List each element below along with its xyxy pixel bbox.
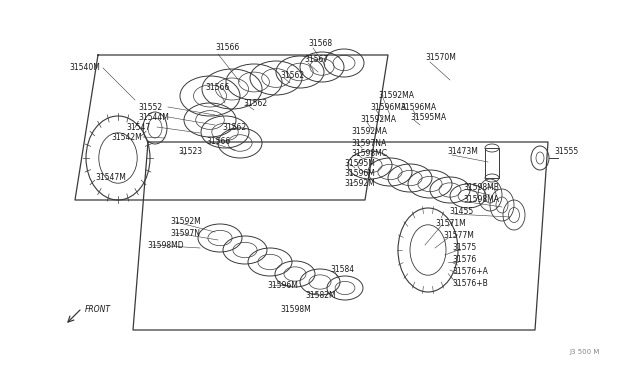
Text: 31571M: 31571M (435, 219, 466, 228)
Text: 31544M: 31544M (138, 112, 169, 122)
Text: 31523: 31523 (178, 148, 202, 157)
Text: 31547M: 31547M (95, 173, 126, 183)
Text: 31555: 31555 (554, 148, 579, 157)
Text: 31596M: 31596M (267, 280, 298, 289)
Text: 31576+A: 31576+A (452, 267, 488, 276)
Text: 31562: 31562 (243, 99, 267, 108)
Text: 31570M: 31570M (425, 54, 456, 62)
Text: 31552: 31552 (138, 103, 162, 112)
Text: 31575: 31575 (452, 244, 476, 253)
Text: 31592MA: 31592MA (360, 115, 396, 125)
Text: J3 500 M: J3 500 M (570, 349, 600, 355)
Text: 31595MA: 31595MA (410, 112, 446, 122)
Bar (485, 148, 499, 178)
Text: 31597NA: 31597NA (351, 138, 387, 148)
Text: 31595M: 31595M (344, 158, 375, 167)
Text: 31596M: 31596M (344, 169, 375, 177)
Text: 31598MD: 31598MD (147, 241, 184, 250)
Text: 31592MA: 31592MA (378, 90, 414, 99)
Text: 31566: 31566 (206, 138, 230, 147)
Text: 31473M: 31473M (447, 148, 478, 157)
Text: 31584: 31584 (330, 266, 354, 275)
Text: 31592MA: 31592MA (351, 128, 387, 137)
Text: 31562: 31562 (222, 124, 246, 132)
Text: 31598MB: 31598MB (463, 183, 499, 192)
Text: 31576+B: 31576+B (452, 279, 488, 289)
Text: 31596MA: 31596MA (400, 103, 436, 112)
Text: 31455: 31455 (449, 208, 473, 217)
Text: 31547: 31547 (126, 122, 150, 131)
Text: 31596MA: 31596MA (370, 103, 406, 112)
Text: 31542M: 31542M (111, 132, 141, 141)
Text: 31567: 31567 (304, 55, 328, 64)
Text: 31592M: 31592M (344, 179, 375, 187)
Text: 31592M: 31592M (170, 218, 201, 227)
Text: 31562: 31562 (280, 71, 304, 80)
Text: 31540M: 31540M (69, 64, 100, 73)
Text: 31582M: 31582M (305, 291, 335, 299)
Text: FRONT: FRONT (85, 305, 111, 314)
Text: 31577M: 31577M (443, 231, 474, 241)
Text: 31576: 31576 (452, 256, 476, 264)
Text: 31598M: 31598M (280, 305, 311, 314)
Text: 31566: 31566 (205, 83, 229, 92)
Text: 31566: 31566 (215, 44, 239, 52)
Text: 31598MC: 31598MC (351, 150, 387, 158)
Text: 31568: 31568 (308, 38, 332, 48)
Text: 31597N: 31597N (170, 228, 200, 237)
Text: 31598MA: 31598MA (463, 196, 499, 205)
